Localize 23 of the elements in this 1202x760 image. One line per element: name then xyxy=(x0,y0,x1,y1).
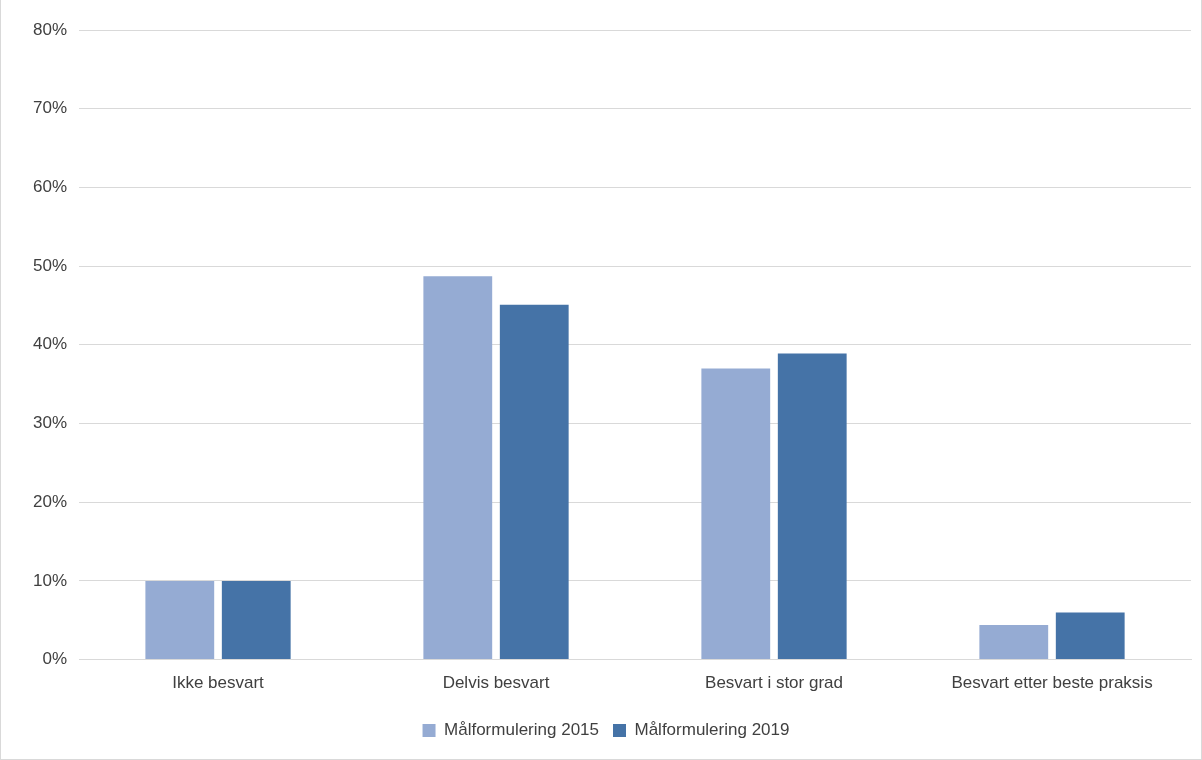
bar xyxy=(1055,612,1125,660)
y-tick-label: 60% xyxy=(32,177,68,197)
x-tick-label: Besvart etter beste praksis xyxy=(951,673,1153,693)
y-tick-label: 80% xyxy=(32,19,68,39)
y-tick-label: 40% xyxy=(32,334,68,354)
bar xyxy=(499,304,569,660)
x-tick-label: Besvart i stor grad xyxy=(705,673,843,693)
y-tick-label: 30% xyxy=(32,413,68,433)
bar xyxy=(145,580,215,660)
x-tick-label: Delvis besvart xyxy=(442,673,550,693)
legend-label: Målformulering 2019 xyxy=(634,720,790,740)
legend-label: Målformulering 2015 xyxy=(444,720,599,740)
bar xyxy=(979,624,1049,660)
bar xyxy=(423,276,493,660)
x-tick-label: Ikke besvart xyxy=(172,673,265,693)
bar xyxy=(701,368,771,660)
bar xyxy=(221,580,291,660)
y-tick-label: 70% xyxy=(32,98,68,118)
y-tick-label: 10% xyxy=(32,570,68,590)
bar xyxy=(777,353,847,660)
y-tick-label: 0% xyxy=(42,649,68,669)
y-tick-label: 20% xyxy=(32,491,68,511)
y-tick-label: 50% xyxy=(32,255,68,275)
